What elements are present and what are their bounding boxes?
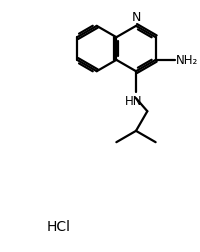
Text: NH₂: NH₂ <box>176 54 198 67</box>
Text: N: N <box>131 11 141 24</box>
Text: HN: HN <box>125 95 143 108</box>
Text: HCl: HCl <box>47 219 71 233</box>
